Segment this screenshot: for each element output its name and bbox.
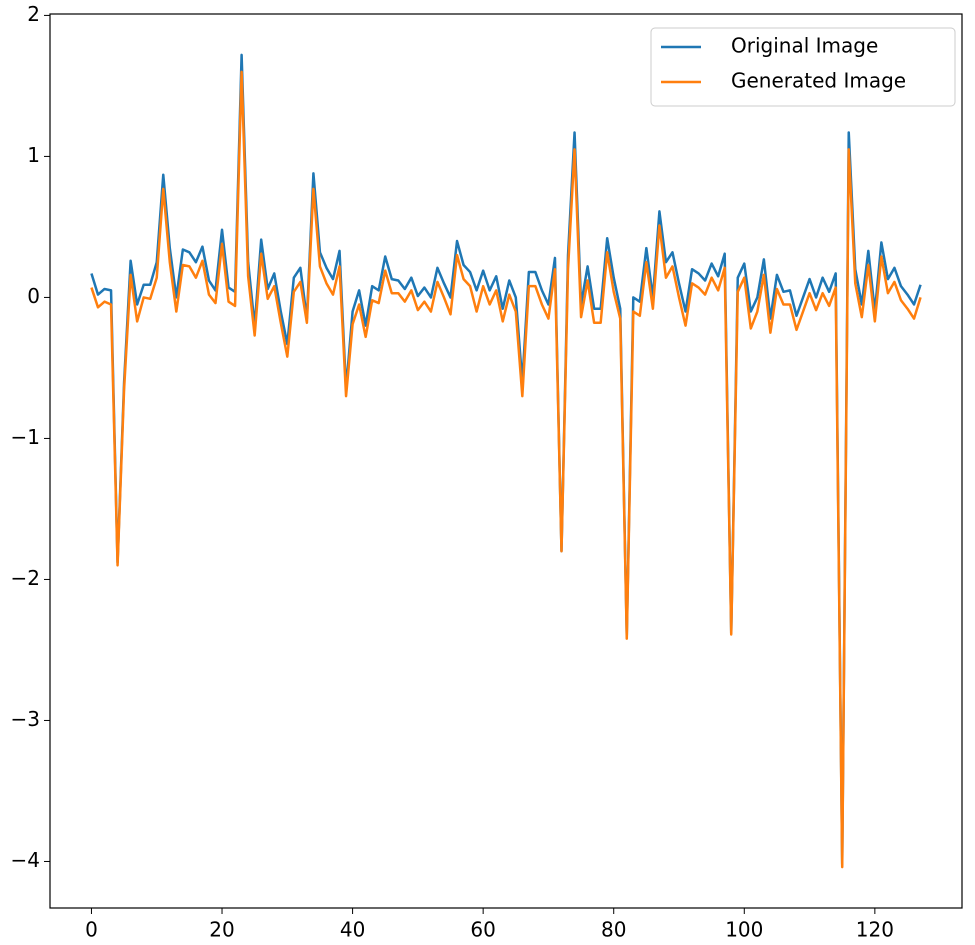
y-tick-label: −2 (11, 566, 40, 590)
series-line (90, 53, 922, 866)
y-tick-label: −3 (11, 707, 40, 731)
plot-frame (49, 13, 963, 909)
y-tick-label: 2 (27, 2, 40, 26)
y-tick-label: 1 (27, 143, 40, 167)
x-tick-label: 120 (856, 918, 894, 942)
legend-box (650, 27, 956, 107)
y-tick-label: −4 (11, 848, 40, 872)
y-tick-label: −1 (11, 425, 40, 449)
x-tick-label: 100 (725, 918, 763, 942)
x-tick-label: 0 (85, 918, 98, 942)
legend-label: Original Image (731, 34, 878, 58)
y-tick-label: 0 (27, 284, 40, 308)
legend-label: Generated Image (731, 69, 906, 93)
series-line (90, 70, 922, 869)
x-tick-label: 80 (601, 918, 626, 942)
x-tick-label: 20 (209, 918, 234, 942)
x-tick-label: 40 (340, 918, 365, 942)
x-tick-label: 60 (470, 918, 495, 942)
